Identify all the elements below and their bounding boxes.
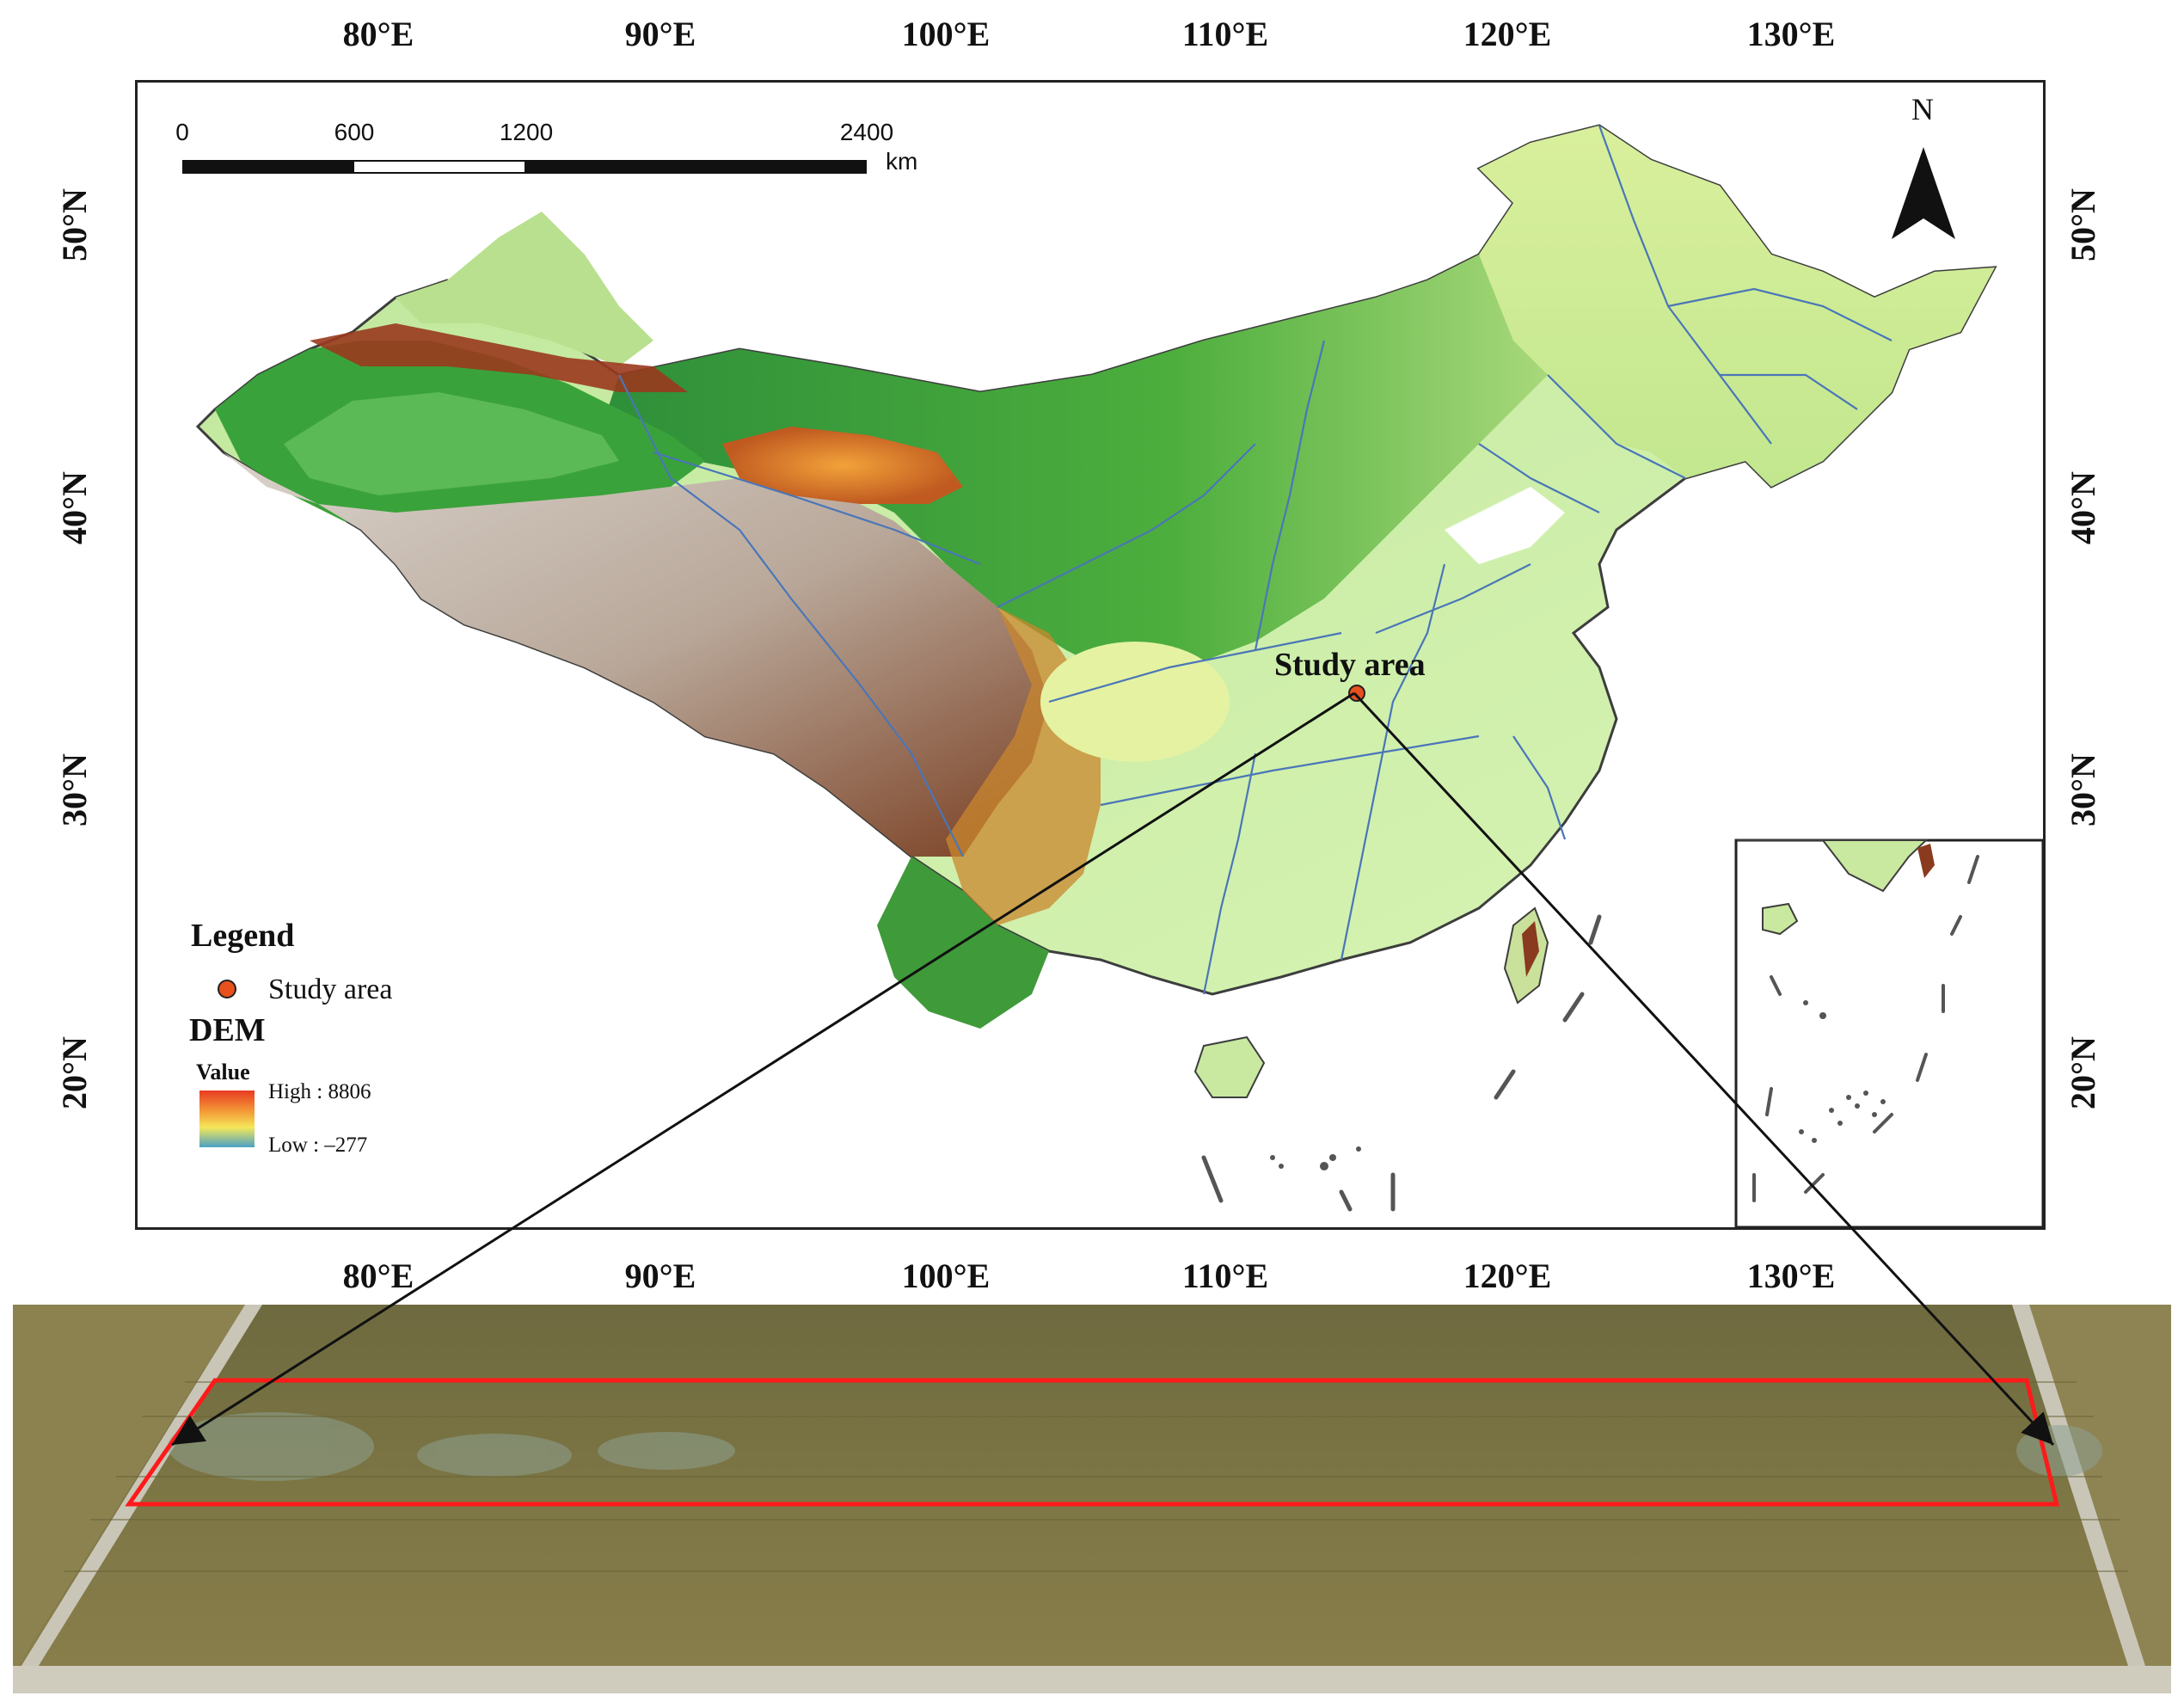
scale-tick-2400: 2400 (839, 119, 894, 145)
lon-tick-top-100: 100°E (901, 15, 991, 53)
lat-tick-left-30: 30°N (54, 753, 94, 826)
legend-study-area-label: Study area (268, 974, 393, 1005)
scale-tick-1200: 1200 (499, 119, 554, 145)
south-china-sea-islands (1270, 1146, 1361, 1170)
scale-unit: km (886, 148, 918, 175)
northeast-region (1479, 126, 1995, 487)
legend-low-label: Low : –277 (268, 1134, 368, 1157)
lon-tick-top-110: 110°E (1181, 15, 1269, 53)
tianshan (310, 323, 688, 392)
lat-tick-left-20: 20°N (54, 1036, 94, 1109)
tarim-inner (284, 392, 619, 495)
north-arrow-icon (1892, 147, 1955, 239)
legend-study-area-symbol (218, 980, 236, 998)
dem-map (182, 124, 2043, 1227)
map-frame: 0 600 1200 2400 km N Study area Legend S… (135, 80, 2046, 1230)
northern-green-band (602, 255, 1548, 676)
lat-tick-left-40: 40°N (54, 471, 94, 544)
hainan (1193, 1035, 1266, 1098)
field-photo-image (13, 1305, 2171, 1693)
scale-tick-600: 600 (334, 119, 375, 145)
lon-tick-bottom-100: 100°E (901, 1256, 991, 1295)
lon-tick-bottom-130: 130°E (1746, 1256, 1836, 1295)
scale-bar (182, 160, 867, 174)
study-area-marker (1348, 685, 1365, 702)
lat-tick-right-50: 50°N (2063, 188, 2102, 261)
lon-tick-top-80: 80°E (342, 15, 414, 53)
inset-map (1734, 839, 2043, 1227)
lat-tick-left-50: 50°N (54, 188, 94, 261)
lon-tick-bottom-90: 90°E (624, 1256, 696, 1295)
scale-tick-0: 0 (175, 119, 189, 145)
lon-tick-bottom-80: 80°E (342, 1256, 414, 1295)
lon-tick-bottom-120: 120°E (1463, 1256, 1552, 1295)
lon-tick-top-120: 120°E (1463, 15, 1552, 53)
north-arrow-label: N (1911, 92, 1934, 126)
sichuan-basin (1040, 642, 1230, 762)
bohai-sea (1445, 487, 1565, 564)
dzungaria (396, 212, 653, 366)
legend-value-label: Value (196, 1060, 250, 1084)
lat-tick-right-20: 20°N (2063, 1036, 2102, 1109)
legend-dem-title: DEM (189, 1012, 266, 1048)
field-photo (13, 1305, 2171, 1693)
legend-title: Legend (191, 918, 295, 954)
legend-high-label: High : 8806 (268, 1080, 371, 1103)
dem-color-ramp (199, 1091, 255, 1147)
lon-tick-top-90: 90°E (624, 15, 696, 53)
lon-tick-bottom-110: 110°E (1181, 1256, 1269, 1295)
lon-tick-top-130: 130°E (1746, 15, 1836, 53)
study-area-label: Study area (1274, 647, 1426, 683)
lat-tick-right-30: 30°N (2063, 753, 2102, 826)
qaidam-basin (722, 427, 963, 504)
lat-tick-right-40: 40°N (2063, 471, 2102, 544)
